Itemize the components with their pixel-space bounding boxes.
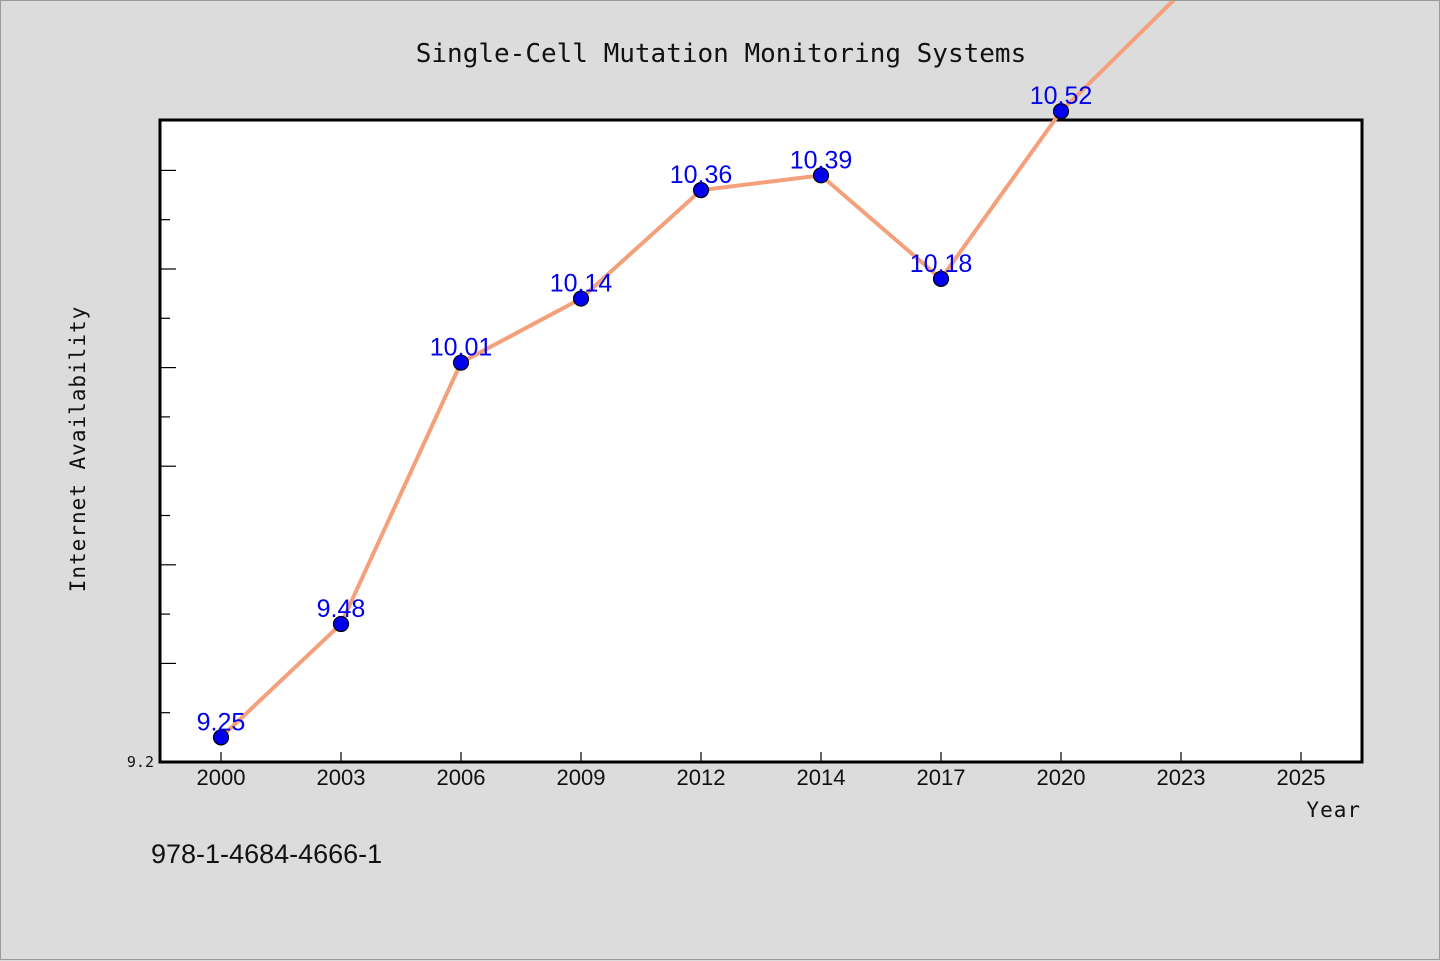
- y-axis-ticks: [160, 169, 176, 763]
- x-tick-label: 2017: [917, 765, 966, 790]
- data-label: 10.39: [790, 146, 853, 174]
- chart-title: Single-Cell Mutation Monitoring Systems: [416, 39, 1026, 69]
- data-label: 10.01: [430, 334, 493, 362]
- footer-code: 978-1-4684-4666-1: [151, 839, 382, 869]
- data-label: 10.52: [1030, 82, 1093, 110]
- data-label: 10.18: [910, 250, 973, 278]
- y-axis-label: Internet Availability: [66, 306, 90, 593]
- y-axis-tick-labels: 9.2: [127, 753, 154, 771]
- x-tick-label: 2003: [317, 765, 366, 790]
- data-label: 9.48: [317, 595, 366, 623]
- plot-area: [158, 118, 1364, 764]
- data-point: [932, 270, 950, 287]
- x-tick-label: 2025: [1277, 765, 1326, 790]
- data-point: [452, 354, 470, 371]
- data-label: 9.25: [197, 708, 246, 736]
- x-axis-ticks: [220, 752, 1302, 762]
- x-tick-label: 2020: [1037, 765, 1086, 790]
- x-tick-label: 2012: [677, 765, 726, 790]
- x-tick-label: 2023: [1157, 765, 1206, 790]
- x-axis-tick-labels: 2000 2003 2006 2009 2012 2014 2017 2020 2023 2025: [197, 765, 1326, 790]
- y-tick-label: 9.2: [127, 753, 154, 771]
- data-label: 10.36: [670, 161, 733, 189]
- data-point: [572, 290, 590, 307]
- x-tick-label: 2014: [797, 765, 846, 790]
- data-point: [212, 729, 230, 746]
- data-point: [332, 615, 350, 633]
- x-axis-label: Year: [1306, 798, 1361, 822]
- series-markers: [212, 1, 1182, 746]
- x-tick-label: 2006: [437, 765, 486, 790]
- series-line: [219, 1, 1176, 740]
- data-point: [812, 167, 830, 184]
- x-tick-label: 2000: [197, 765, 246, 790]
- data-label: 10.14: [550, 270, 613, 298]
- x-tick-label: 2009: [557, 765, 606, 790]
- data-labels: 9.259.4810.0110.1410.3610.3910.1810.5210…: [197, 82, 1093, 736]
- data-point: [692, 182, 710, 199]
- data-point: [1052, 103, 1070, 120]
